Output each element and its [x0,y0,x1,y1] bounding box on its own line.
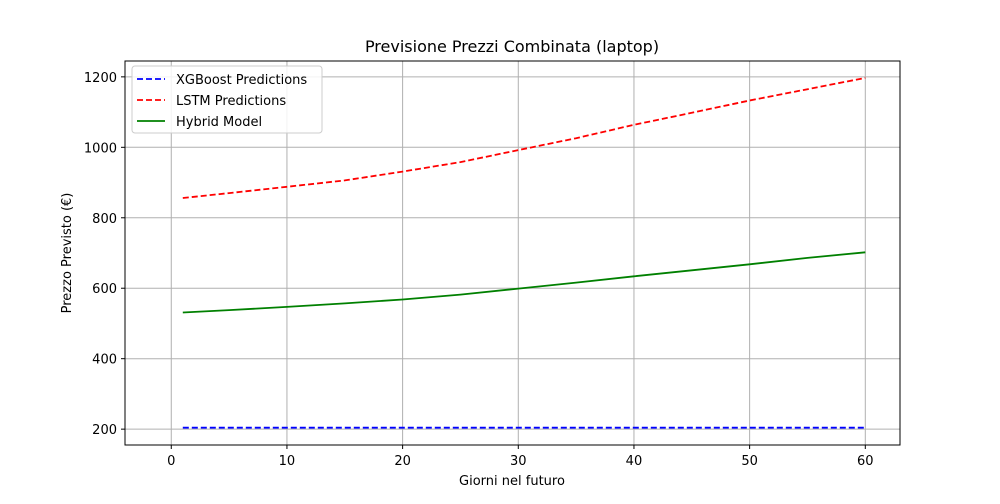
x-tick-label: 20 [394,454,411,469]
x-tick-label: 0 [167,454,175,469]
x-axis-label: Giorni nel futuro [459,474,565,489]
legend: XGBoost Predictions LSTM Predictions Hybri… [131,65,323,134]
x-tick-label: 30 [510,454,527,469]
grid-lines [125,61,900,445]
legend-label-0: XGBoost Predictions [176,73,307,88]
x-tick-label: 40 [626,454,643,469]
legend-box [131,65,323,134]
y-tick-label: 600 [92,282,117,297]
series-line-2 [182,251,866,314]
y-tick-label: 1200 [84,71,117,86]
chart-title: Previsione Prezzi Combinata (laptop) [365,37,659,56]
y-tick-label: 200 [92,423,117,438]
x-tick-label: 50 [741,454,758,469]
y-tick-label: 800 [92,212,117,227]
legend-label-1: LSTM Predictions [176,94,286,109]
axes-frame [124,60,901,446]
x-tick-label: 10 [279,454,296,469]
plot-area [182,77,866,429]
axes: 0 10 20 30 40 50 60 200 400 600 800 1000 1200 [84,60,901,469]
y-tick-label: 400 [92,353,117,368]
series-line-1 [182,77,866,199]
y-axis-label: Prezzo Previsto (€) [60,193,75,314]
legend-label-2: Hybrid Model [176,115,262,130]
y-tick-label: 1000 [84,141,117,156]
x-tick-label: 60 [857,454,874,469]
